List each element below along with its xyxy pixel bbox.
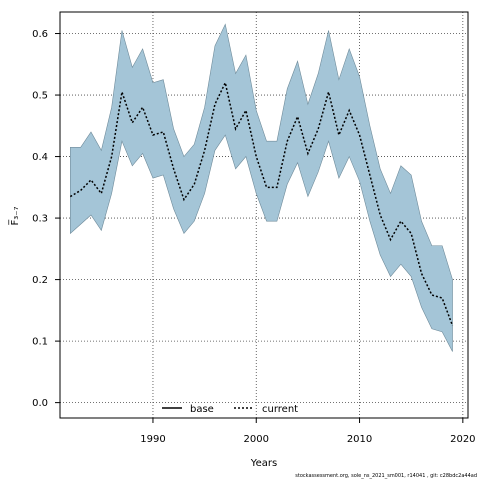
y-tick-label: 0.5: [32, 91, 48, 102]
legend-label-base: base: [190, 404, 214, 415]
series-lines: [69, 80, 454, 326]
plot-frame: [59, 11, 469, 419]
y-axis: 0.0 0.1 0.2 0.3 0.4 0.5 0.6: [32, 29, 60, 409]
x-axis-title: Years: [250, 458, 277, 469]
y-tick-label: 0.0: [32, 398, 48, 409]
footnote: stockassessment.org, sole_ns_2021_sm001,…: [295, 473, 477, 479]
y-tick-label: 0.1: [32, 337, 48, 348]
confidence-band-area: [70, 23, 453, 352]
legend-label-current: current: [262, 404, 298, 415]
x-tick-label: 2010: [347, 434, 372, 445]
x-tick-label: 2020: [450, 434, 475, 445]
y-tick-label: 0.2: [32, 275, 48, 286]
x-tick-label: 1990: [140, 434, 165, 445]
legend: base current: [162, 404, 298, 415]
y-axis-title: F̅₃₋₇: [8, 206, 21, 225]
x-axis: 1990 2000 2010 2020: [140, 418, 476, 445]
x-tick-label: 2000: [244, 434, 269, 445]
y-tick-label: 0.6: [32, 29, 48, 40]
confidence-band: [70, 23, 453, 352]
y-tick-label: 0.4: [32, 152, 48, 163]
series-line-current: [69, 80, 454, 326]
y-tick-label: 0.3: [32, 214, 48, 225]
